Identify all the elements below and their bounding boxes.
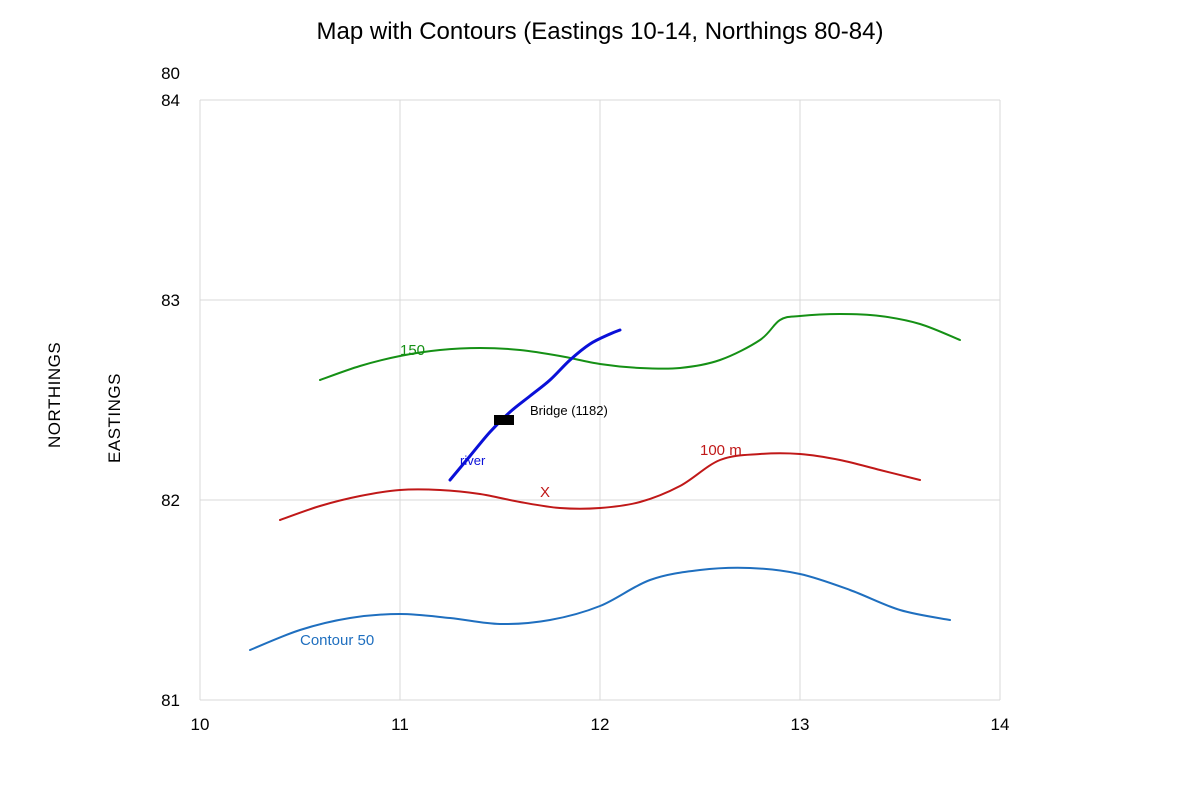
series-line-river [448,328,622,482]
series-line-150 [319,313,961,381]
chart-title: Map with Contours (Eastings 10-14, North… [316,18,884,45]
annotation-100-m: 100 m [700,442,742,459]
annotation-bridge-1182: Bridge (1182) [530,403,608,418]
x-tick-label-2: 12 [591,715,610,734]
bridge-marker [494,415,514,425]
x-tick-label-4: 14 [991,715,1010,734]
x-tick-label-3: 13 [791,715,810,734]
y-tick-label-2: 83 [161,291,180,310]
series-line-100-m [279,452,921,521]
y-tick-label-1: 82 [161,491,180,510]
series-line-contour-50 [249,566,951,651]
annotation-150: 150 [400,342,425,359]
annotation-x: X [540,484,550,501]
y-tick-label-3: 84 [161,91,180,110]
x-tick-label-1: 11 [391,715,409,734]
annotation-contour-50: Contour 50 [300,632,374,649]
annotation-river: river [460,453,486,468]
extra-y-tick-label: 80 [161,64,180,83]
x-tick-label-0: 10 [191,715,210,734]
y-tick-label-0: 81 [161,691,180,710]
